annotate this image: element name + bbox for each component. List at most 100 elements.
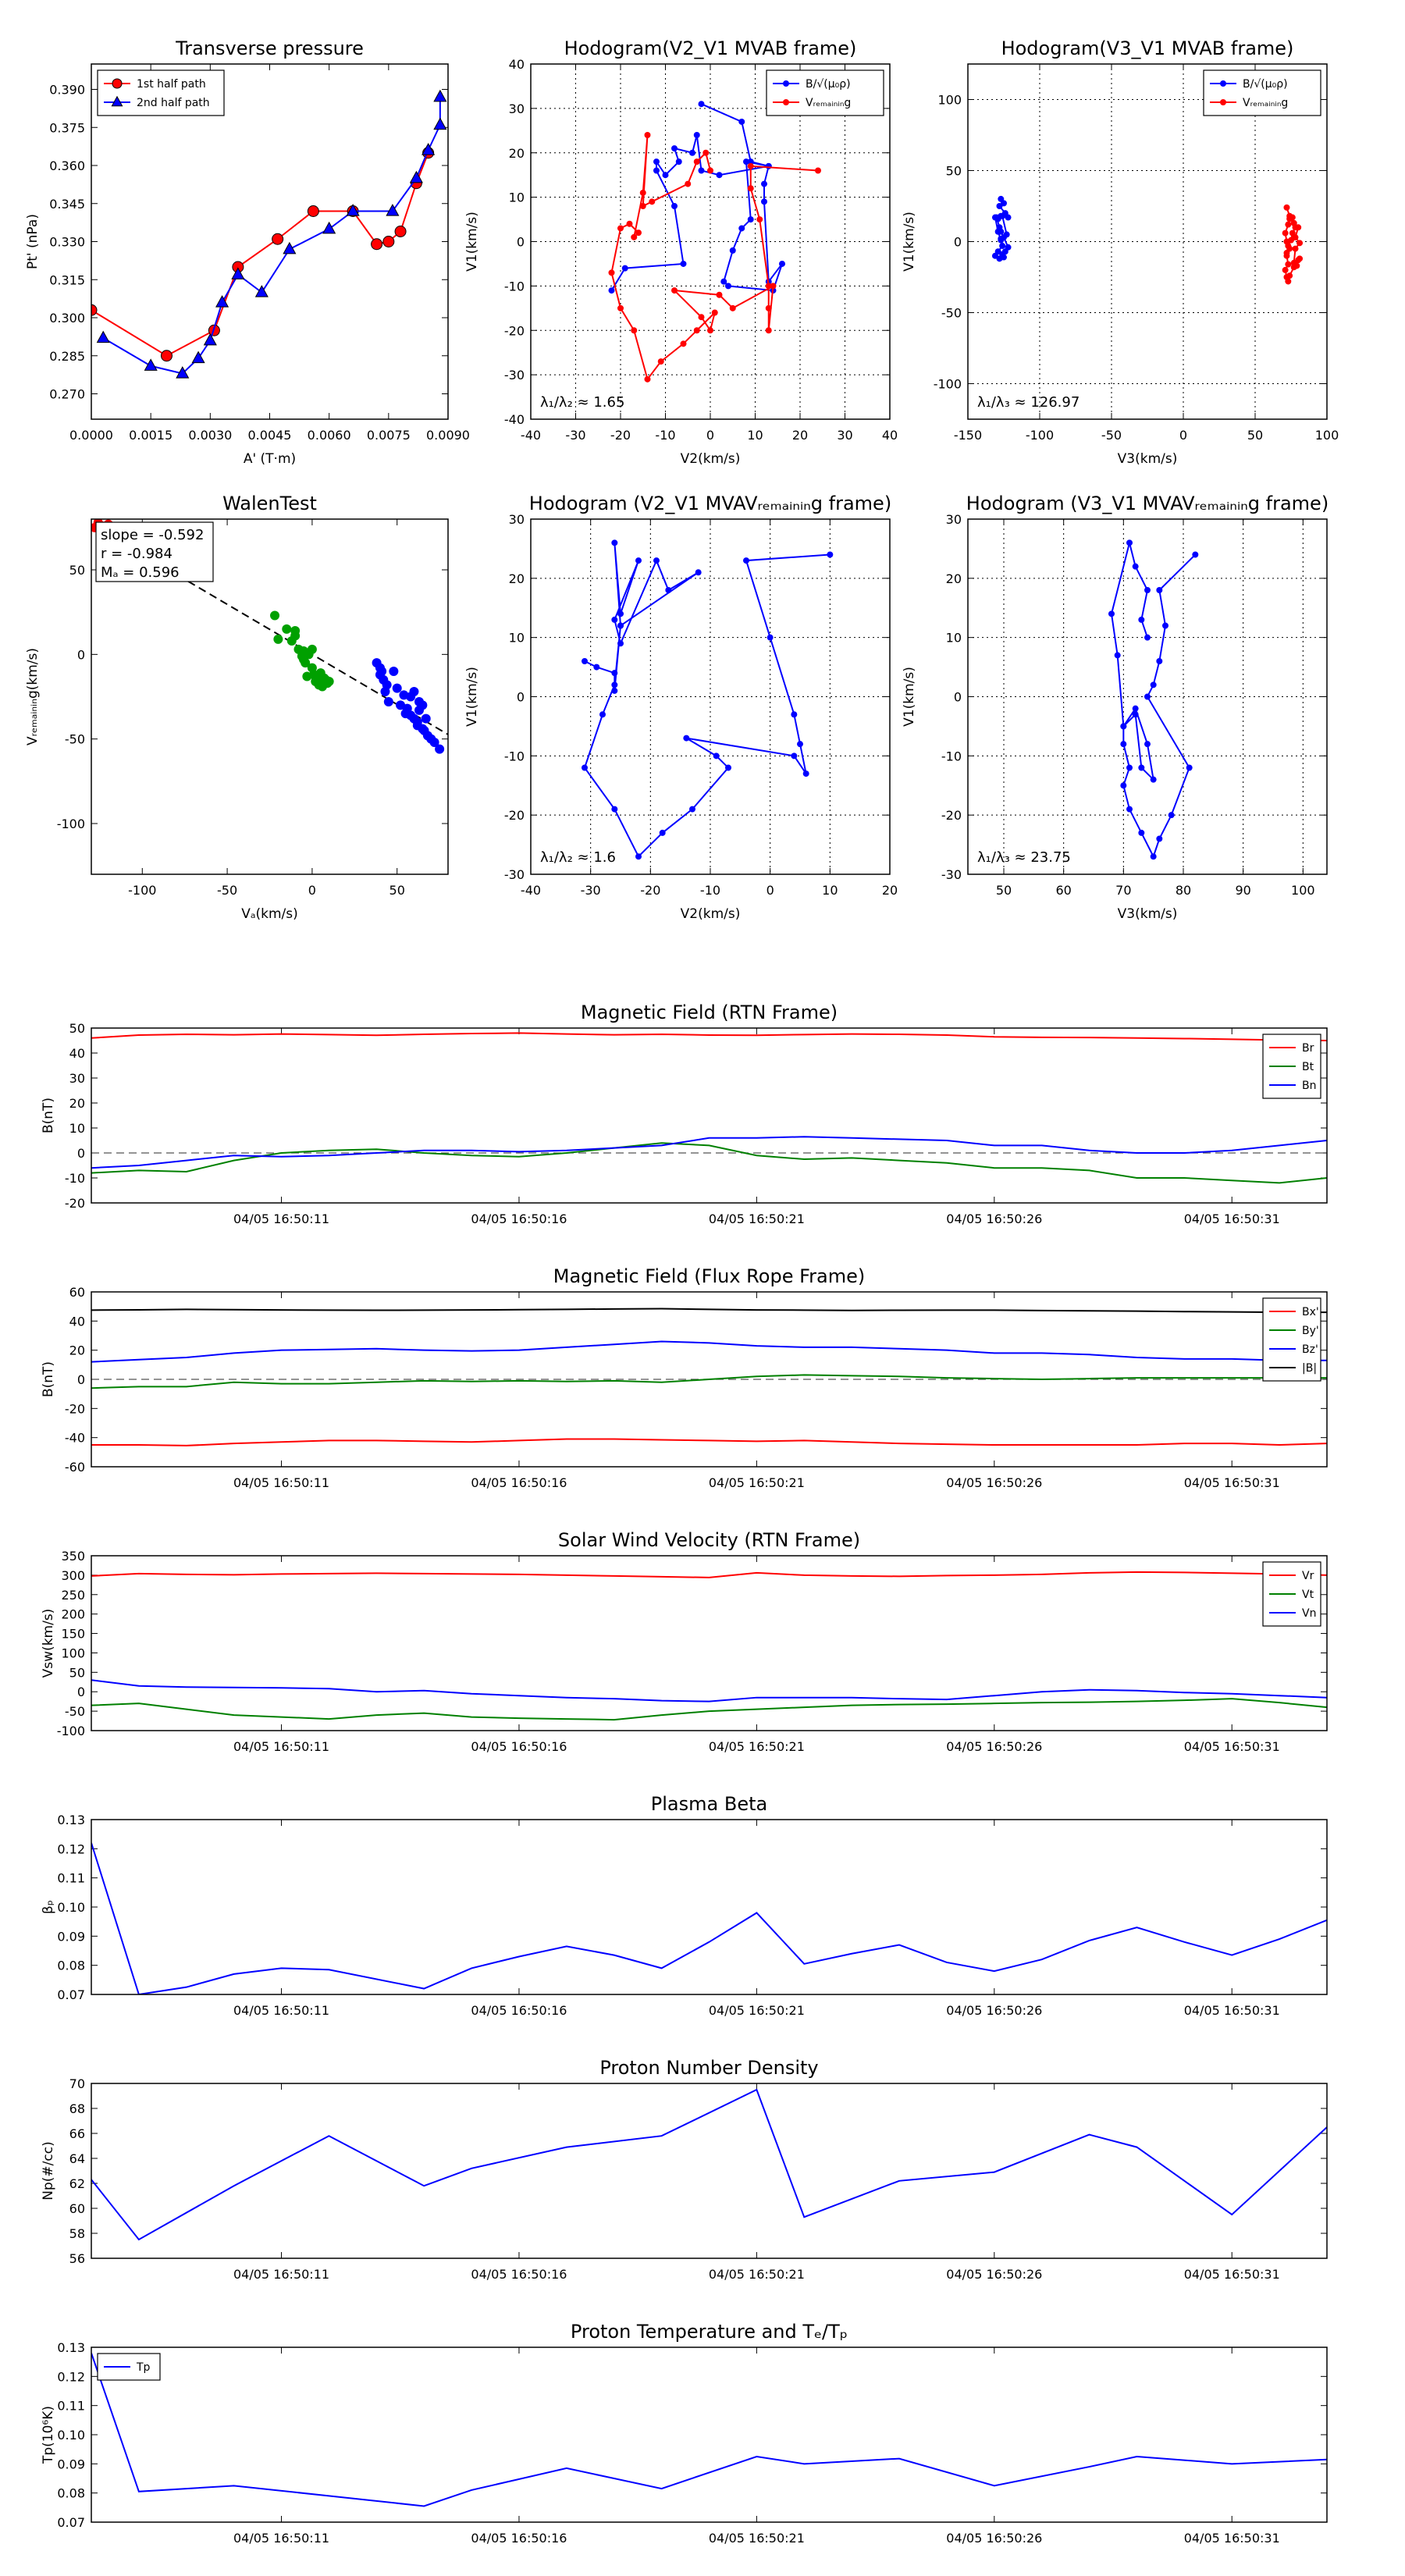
- x-axis-label: V2(km/s): [681, 906, 741, 922]
- data-point: [1285, 242, 1292, 249]
- y-tick-label: 10: [69, 1121, 85, 1136]
- data-point: [1162, 622, 1168, 629]
- legend-marker: [1220, 80, 1226, 87]
- y-axis-label: βₚ: [41, 1900, 56, 1914]
- series-line-Bn: [91, 1136, 1327, 1169]
- data-point: [617, 640, 624, 647]
- y-tick-label: 0.09: [57, 2457, 85, 2471]
- legend-marker: [783, 80, 789, 87]
- data-point: [611, 681, 618, 688]
- y-tick-label: 0.360: [49, 158, 85, 173]
- data-point: [1283, 204, 1290, 211]
- scatter-point: [399, 690, 409, 700]
- data-point: [725, 764, 731, 771]
- data-point: [765, 327, 772, 334]
- series-line-Br: [91, 1032, 1327, 1041]
- data-point: [433, 89, 447, 102]
- x-tick-label: 04/05 16:50:11: [233, 1212, 329, 1226]
- chart-vel: Solar Wind Velocity (RTN Frame) 04/05 16:…: [41, 1529, 1328, 1754]
- x-tick-label: 0.0075: [367, 428, 411, 443]
- data-point: [747, 216, 754, 223]
- y-axis-label: V1(km/s): [464, 667, 480, 727]
- x-tick-label: 04/05 16:50:21: [709, 2531, 805, 2546]
- data-point: [1132, 711, 1139, 718]
- plot-marks: [91, 1571, 1327, 1721]
- x-tick-label: -50: [1101, 428, 1122, 443]
- y-tick-label: 150: [61, 1627, 85, 1642]
- stats-line: slope = -0.592: [101, 527, 204, 543]
- y-tick-label: 0.08: [57, 1959, 85, 1973]
- axes-frame: [91, 63, 449, 420]
- y-tick-label: 0.345: [49, 197, 85, 212]
- plot-marks: [91, 1842, 1327, 1994]
- x-tick-label: -20: [640, 883, 660, 898]
- y-tick-label: 60: [69, 2201, 85, 2216]
- data-point: [770, 283, 777, 290]
- x-tick-label: 04/05 16:50:26: [946, 1212, 1042, 1226]
- data-point: [698, 167, 705, 174]
- x-tick-label: 04/05 16:50:26: [946, 2531, 1042, 2546]
- data-point: [611, 670, 618, 677]
- x-tick-label: -40: [521, 428, 541, 443]
- data-point: [1144, 693, 1151, 700]
- data-point: [1292, 234, 1299, 241]
- legend-marker: [111, 95, 123, 107]
- data-point: [1108, 610, 1115, 617]
- y-tick-label: 0.12: [57, 2369, 85, 2384]
- x-tick-label: 10: [822, 883, 838, 898]
- legend-label: By': [1302, 1325, 1319, 1337]
- data-point: [635, 853, 642, 860]
- data-point: [382, 236, 395, 247]
- y-axis-label: Vsw(km/s): [41, 1609, 56, 1678]
- data-point: [307, 205, 319, 217]
- x-tick-label: 04/05 16:50:16: [471, 2531, 567, 2546]
- y-tick-label: 20: [509, 571, 525, 586]
- x-tick-label: 60: [1055, 883, 1071, 898]
- y-tick-label: 0: [77, 1372, 85, 1387]
- y-tick-label: 10: [946, 631, 962, 646]
- chart-title: Proton Temperature and Tₑ/Tₚ: [571, 2321, 848, 2343]
- plot-marks: [608, 101, 821, 382]
- data-point: [322, 221, 336, 234]
- data-point: [203, 333, 217, 346]
- y-tick-label: 100: [61, 1646, 85, 1660]
- x-tick-label: 04/05 16:50:31: [1184, 1739, 1280, 1754]
- data-point: [386, 204, 400, 216]
- data-point: [743, 557, 749, 564]
- x-tick-label: -40: [521, 883, 541, 898]
- x-tick-label: 0.0045: [248, 428, 292, 443]
- data-point: [707, 327, 713, 334]
- chart-beta: Plasma Beta 04/05 16:50:11 04/05 16:50:16 0…: [41, 1793, 1328, 2018]
- data-point: [994, 228, 1001, 235]
- data-point: [693, 132, 700, 138]
- data-point: [608, 287, 615, 294]
- axes-frame: [530, 63, 891, 420]
- y-tick-label: 0: [77, 1685, 85, 1699]
- x-tick-label: 04/05 16:50:26: [946, 1739, 1042, 1754]
- y-tick-label: 0: [954, 235, 962, 250]
- data-point: [144, 358, 158, 371]
- x-tick-label: 0.0000: [69, 428, 113, 443]
- y-tick-label: 0.12: [57, 1841, 85, 1856]
- y-axis-label: V1(km/s): [902, 667, 917, 727]
- chart-tpr: Proton Temperature and Tₑ/Tₚ 04/05 16:50:…: [41, 2321, 1328, 2546]
- scatter-point: [409, 687, 419, 696]
- legend-label: Tp: [136, 2361, 151, 2374]
- y-tick-label: 0.11: [57, 2399, 85, 2414]
- data-point: [394, 226, 407, 237]
- x-tick-label: 04/05 16:50:16: [471, 1739, 567, 1754]
- plot-area: [91, 2347, 1327, 2522]
- x-tick-label: 04/05 16:50:11: [233, 2267, 329, 2282]
- chart-title: Plasma Beta: [651, 1793, 767, 1815]
- x-tick-label: 20: [792, 428, 808, 443]
- data-point: [1156, 658, 1163, 664]
- data-point: [1186, 764, 1193, 771]
- x-tick-label: 04/05 16:50:16: [471, 1475, 567, 1490]
- data-point: [1297, 255, 1304, 262]
- axes-frame: [91, 1819, 1328, 1995]
- x-tick-label: 0: [767, 883, 774, 898]
- data-point: [1156, 835, 1163, 842]
- x-tick-label: 0.0090: [426, 428, 470, 443]
- data-point: [743, 158, 749, 165]
